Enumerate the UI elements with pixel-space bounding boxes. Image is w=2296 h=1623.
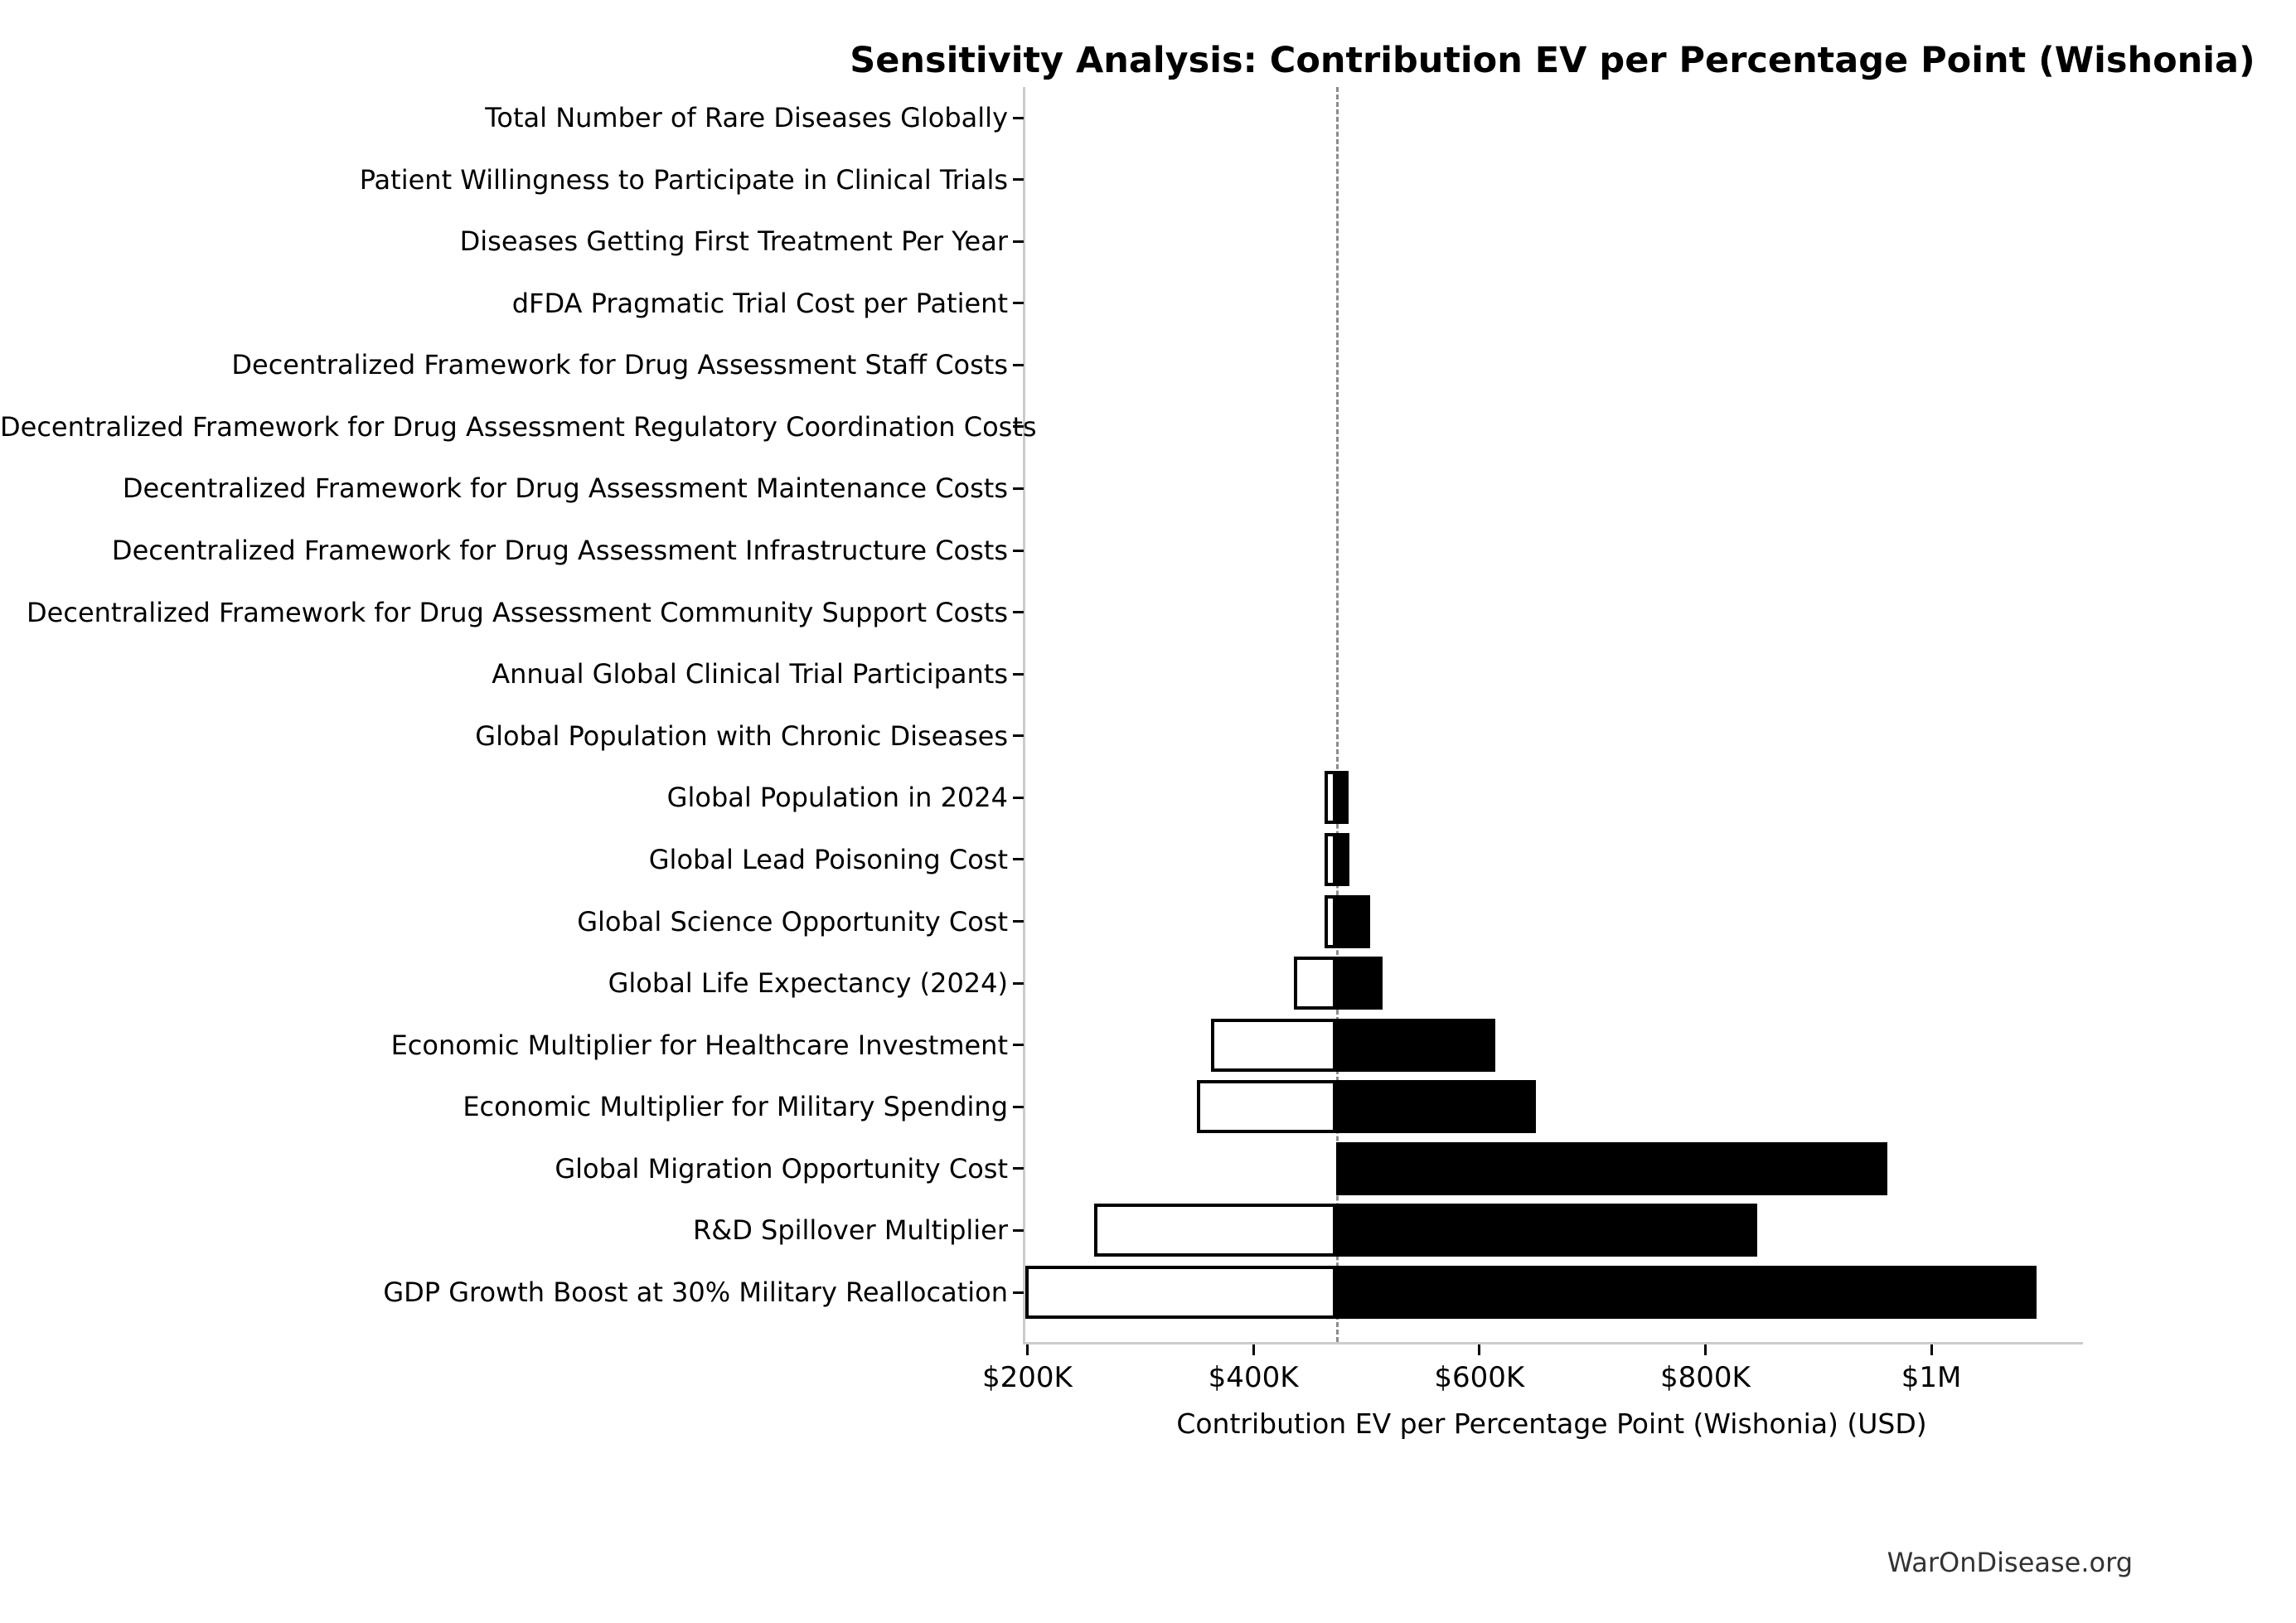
x-tick-mark <box>1930 1344 1933 1355</box>
low-value-bar <box>1094 1204 1336 1257</box>
high-value-bar <box>1335 1141 1888 1195</box>
y-tick-mark <box>1013 116 1024 119</box>
low-value-bar <box>1325 832 1336 886</box>
y-tick-mark <box>1013 672 1024 676</box>
low-value-bar <box>1325 894 1336 948</box>
high-value-bar <box>1335 771 1349 825</box>
category-label: Global Science Opportunity Cost <box>577 905 1008 937</box>
y-tick-mark <box>1013 302 1024 305</box>
category-label: Decentralized Framework for Drug Assessm… <box>0 410 1037 443</box>
high-value-bar <box>1335 957 1383 1010</box>
x-tick-mark <box>1025 1344 1029 1355</box>
y-tick-mark <box>1013 1105 1024 1108</box>
high-value-bar <box>1335 1018 1496 1072</box>
high-value-bar <box>1335 1266 2037 1320</box>
category-label: Decentralized Framework for Drug Assessm… <box>111 535 1008 567</box>
x-tick-mark <box>1703 1344 1707 1355</box>
x-tick-label: $200K <box>982 1361 1073 1394</box>
category-label: Patient Willingness to Participate in Cl… <box>359 163 1008 196</box>
low-value-bar <box>1210 1018 1336 1072</box>
high-value-bar <box>1335 894 1370 948</box>
category-label: Diseases Getting First Treatment Per Yea… <box>459 225 1008 258</box>
category-label: GDP Growth Boost at 30% Military Realloc… <box>383 1277 1008 1309</box>
y-tick-mark <box>1013 240 1024 243</box>
category-label: Global Lead Poisoning Cost <box>648 843 1008 875</box>
y-tick-mark <box>1013 734 1024 738</box>
x-tick-mark <box>1478 1344 1481 1355</box>
category-label: Decentralized Framework for Drug Assessm… <box>122 472 1008 505</box>
baseline-dashed-line <box>1335 87 1339 1342</box>
category-label: Global Population with Chronic Diseases <box>475 719 1008 752</box>
y-tick-mark <box>1013 549 1024 552</box>
y-tick-mark <box>1013 611 1024 614</box>
high-value-bar <box>1335 1204 1758 1257</box>
y-tick-mark <box>1013 1167 1024 1170</box>
category-label: Total Number of Rare Diseases Globally <box>485 102 1008 133</box>
footer-watermark: WarOnDisease.org <box>1887 1547 2133 1578</box>
y-tick-mark <box>1013 1044 1024 1047</box>
x-tick-label: $400K <box>1208 1361 1299 1394</box>
category-label: Global Migration Opportunity Cost <box>555 1152 1008 1185</box>
y-tick-mark <box>1013 796 1024 799</box>
category-label: Economic Multiplier for Military Spendin… <box>463 1091 1008 1123</box>
x-tick-label: $600K <box>1434 1361 1525 1394</box>
y-tick-mark <box>1013 920 1024 923</box>
low-value-bar <box>1197 1080 1336 1134</box>
category-label: Economic Multiplier for Healthcare Inves… <box>390 1029 1008 1061</box>
y-tick-mark <box>1013 487 1024 490</box>
low-value-bar <box>1325 771 1336 825</box>
chart-title: Sensitivity Analysis: Contribution EV pe… <box>850 40 2255 81</box>
category-label: Decentralized Framework for Drug Assessm… <box>27 596 1008 628</box>
category-label: R&D Spillover Multiplier <box>693 1214 1008 1247</box>
category-label: Annual Global Clinical Trial Participant… <box>492 658 1008 690</box>
x-tick-mark <box>1252 1344 1255 1355</box>
y-tick-mark <box>1013 425 1024 429</box>
high-value-bar <box>1335 1080 1537 1134</box>
high-value-bar <box>1335 832 1350 886</box>
low-value-bar <box>1025 1266 1336 1320</box>
category-label: Decentralized Framework for Drug Assessm… <box>231 349 1008 381</box>
category-label: Global Life Expectancy (2024) <box>608 967 1008 1000</box>
x-tick-label: $800K <box>1659 1361 1751 1394</box>
low-value-bar <box>1294 957 1336 1010</box>
x-axis-label: Contribution EV per Percentage Point (Wi… <box>1176 1407 1927 1440</box>
y-tick-mark <box>1013 1228 1024 1232</box>
category-label: Global Population in 2024 <box>666 782 1008 814</box>
y-tick-mark <box>1013 178 1024 182</box>
y-tick-mark <box>1013 858 1024 861</box>
y-tick-mark <box>1013 981 1024 985</box>
category-label: dFDA Pragmatic Trial Cost per Patient <box>511 287 1008 319</box>
y-tick-mark <box>1013 1291 1024 1294</box>
y-tick-mark <box>1013 363 1024 366</box>
plot-area <box>1023 87 2083 1344</box>
x-tick-label: $1M <box>1901 1361 1962 1394</box>
